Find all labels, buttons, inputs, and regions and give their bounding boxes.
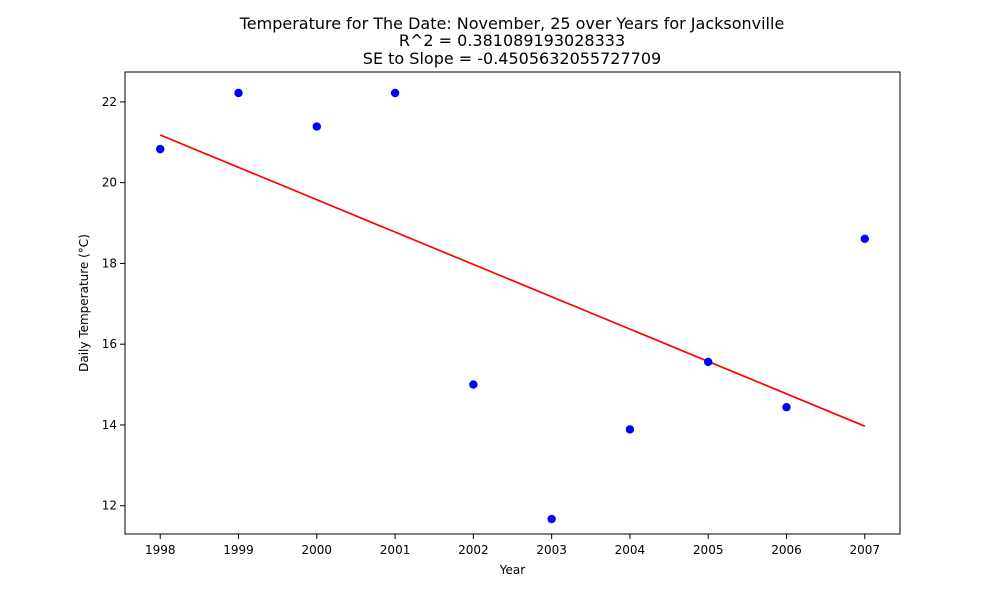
y-tick-label: 22 (102, 95, 117, 109)
y-tick-label: 14 (102, 418, 117, 432)
x-tick-label: 2005 (693, 543, 724, 557)
x-tick-label: 2003 (536, 543, 567, 557)
x-tick-label: 2002 (458, 543, 489, 557)
scatter-point (860, 234, 869, 243)
scatter-point (156, 144, 165, 154)
x-tick-label: 1999 (223, 543, 254, 557)
y-axis-label: Daily Temperature (°C) (77, 234, 91, 372)
x-tick-label: 2004 (615, 543, 646, 557)
x-tick-label: 2000 (302, 543, 333, 557)
x-tick-label: 2007 (849, 543, 880, 557)
scatter-point (625, 425, 635, 434)
scatter-point (704, 357, 713, 367)
scatter-point (390, 88, 400, 98)
scatter-point (547, 514, 556, 524)
chart-subtitle-r2: R^2 = 0.381089193028333 (399, 31, 625, 50)
y-axis: 12 14 16 18 20 22 (102, 95, 125, 513)
plot-frame (124, 71, 901, 535)
chart-title-block: Temperature for The Date: November, 25 o… (239, 14, 785, 68)
x-tick-label: 1998 (145, 543, 176, 557)
x-tick-label: 2006 (771, 543, 802, 557)
y-tick-label: 20 (102, 176, 117, 190)
scatter-point (312, 122, 321, 131)
y-tick-label: 18 (102, 256, 117, 270)
y-tick-label: 16 (102, 337, 117, 351)
x-axis: 1998 1999 2000 2001 2002 2003 2004 2005 2006 2007 (145, 534, 880, 557)
scatter-point (469, 380, 478, 389)
trend-line (159, 134, 866, 427)
plot-area (156, 88, 869, 524)
chart-title: Temperature for The Date: November, 25 o… (239, 14, 785, 33)
x-tick-label: 2001 (380, 543, 411, 557)
chart-subtitle-se-slope: SE to Slope = -0.4505632055727709 (363, 49, 661, 68)
scatter-point (782, 402, 791, 412)
scatter-point (234, 88, 243, 98)
y-tick-label: 12 (102, 499, 117, 513)
x-axis-label: Year (499, 563, 525, 577)
